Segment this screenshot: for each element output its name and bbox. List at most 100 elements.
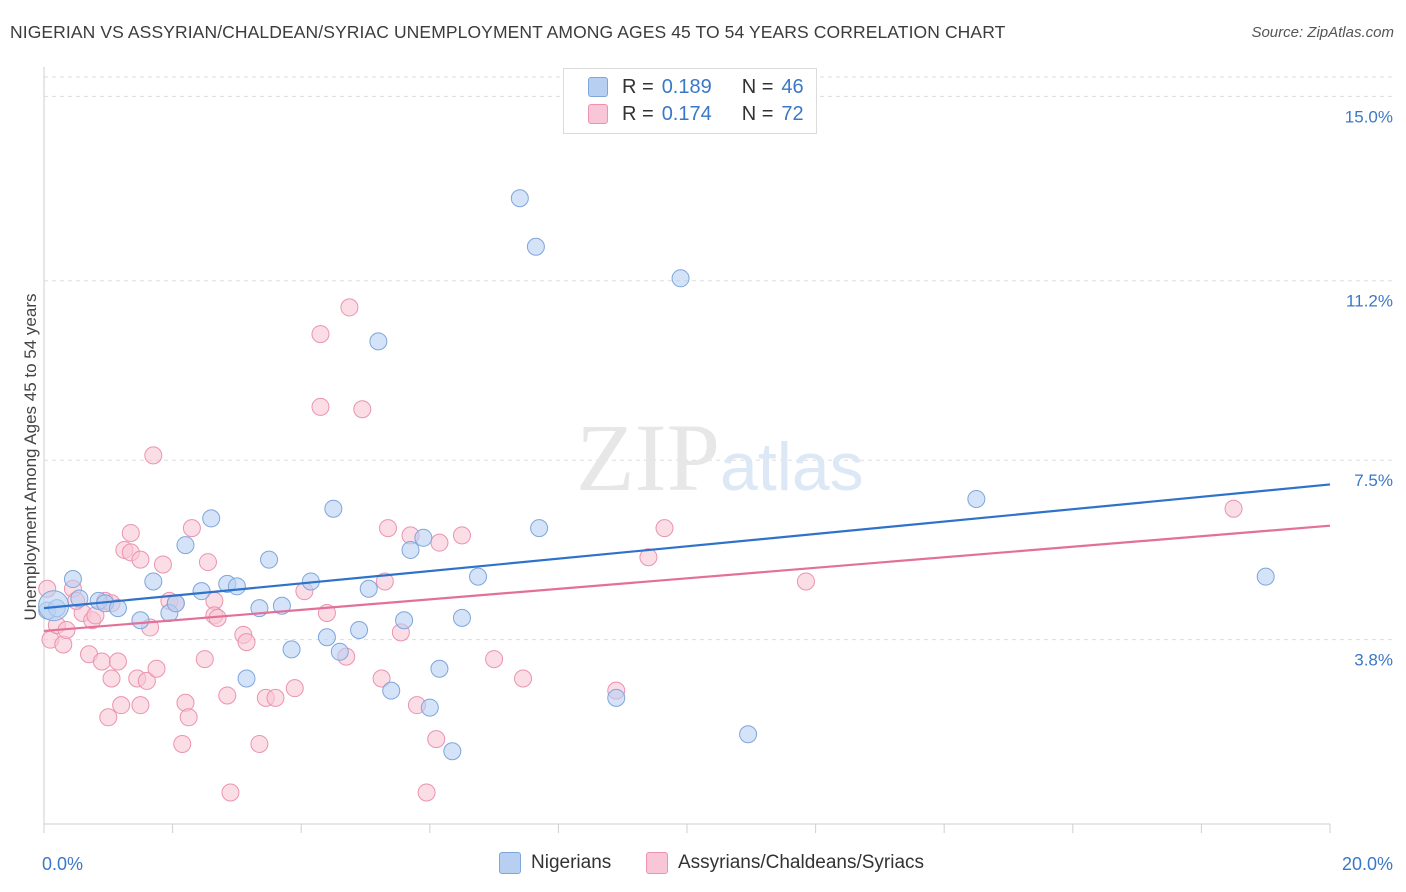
nigerians-trend-line — [43, 483, 1331, 610]
assyrians-point — [144, 446, 163, 465]
legend-swatch-pink — [646, 852, 668, 874]
nigerians-point — [369, 332, 388, 351]
nigerians-point — [510, 189, 529, 208]
legend-r-value: 0.189 — [661, 75, 712, 98]
legend-item-assyrians[interactable]: Assyrians/Chaldeans/Syriacs — [646, 852, 924, 874]
y-tick-label: 11.2% — [1346, 292, 1393, 311]
nigerians-point — [324, 499, 343, 518]
series-nigerians-points — [38, 189, 1275, 761]
nigerians-point — [260, 550, 279, 569]
legend-swatch-blue — [588, 77, 608, 97]
nigerians-point — [359, 579, 378, 598]
chart-title: NIGERIAN VS ASSYRIAN/CHALDEAN/SYRIAC UNE… — [10, 22, 1006, 42]
assyrians-point — [311, 397, 330, 416]
assyrians-point — [353, 400, 372, 419]
watermark-zip: ZIP — [576, 404, 720, 511]
assyrians-point — [655, 519, 674, 538]
legend-swatch-pink — [588, 104, 608, 124]
nigerians-point — [166, 594, 185, 613]
assyrians-point — [372, 669, 391, 688]
y-tick-label: 15.0% — [1345, 107, 1393, 126]
nigerians-point — [395, 611, 414, 630]
assyrians-point — [417, 783, 436, 802]
legend-n-label: N = — [741, 75, 774, 98]
nigerians-point — [526, 237, 545, 256]
nigerians-point — [108, 599, 127, 618]
assyrians-point — [131, 696, 150, 715]
assyrians-point — [485, 650, 504, 669]
assyrians-point — [452, 526, 471, 545]
nigerians-point — [192, 582, 211, 601]
assyrians-point — [427, 730, 446, 749]
nigerians-point — [469, 567, 488, 586]
assyrians-point — [796, 572, 815, 591]
nigerians-point — [430, 659, 449, 678]
assyrians-point — [639, 548, 658, 567]
legend-n-value: 46 — [781, 75, 804, 98]
assyrians-point — [173, 734, 192, 753]
assyrians-point — [237, 633, 256, 652]
nigerians-point — [237, 669, 256, 688]
assyrians-point — [112, 696, 131, 715]
nigerians-point — [739, 725, 758, 744]
assyrians-point — [102, 669, 121, 688]
legend-row-assyrians: R = 0.174 N = 72 — [588, 102, 804, 126]
nigerians-point — [131, 611, 150, 630]
watermark-atlas: atlas — [720, 429, 864, 505]
assyrians-point — [99, 708, 118, 727]
legend-n-label: N = — [741, 102, 774, 125]
nigerians-point — [607, 688, 626, 707]
assyrians-point — [131, 550, 150, 569]
nigerians-point — [1256, 567, 1275, 586]
assyrians-point — [179, 708, 198, 727]
nigerians-point — [530, 519, 549, 538]
y-tick-label: 3.8% — [1354, 651, 1393, 670]
nigerians-point — [70, 589, 89, 608]
nigerians-point — [414, 528, 433, 547]
source-label: Source: ZipAtlas.com — [1251, 24, 1394, 41]
nigerians-point — [272, 596, 291, 615]
assyrians-point — [218, 686, 237, 705]
assyrians-point — [195, 650, 214, 669]
legend-item-nigerians[interactable]: Nigerians — [499, 852, 611, 874]
legend-label-assyrians: Assyrians/Chaldeans/Syriacs — [678, 852, 925, 873]
nigerians-point — [282, 640, 301, 659]
nigerians-point — [202, 509, 221, 528]
legend-r-label: R = — [622, 102, 654, 125]
axes — [43, 67, 1331, 833]
assyrians-point — [340, 298, 359, 317]
trend-lines — [43, 483, 1331, 633]
nigerians-point — [227, 577, 246, 596]
nigerians-point — [401, 540, 420, 559]
assyrians-point — [108, 652, 127, 671]
assyrians-point — [379, 519, 398, 538]
nigerians-point — [317, 628, 336, 647]
assyrians-point — [54, 635, 73, 654]
nigerians-point — [967, 490, 986, 509]
gridlines — [44, 76, 1392, 641]
nigerians-point — [671, 269, 690, 288]
nigerians-point — [350, 620, 369, 639]
nigerians-point — [144, 572, 163, 591]
assyrians-point — [121, 523, 140, 542]
assyrians-point — [430, 533, 449, 552]
assyrians-point — [153, 555, 172, 574]
legend-r-label: R = — [622, 75, 654, 98]
legend-label-nigerians: Nigerians — [531, 852, 612, 873]
assyrians-point — [176, 693, 195, 712]
correlation-legend: R = 0.189 N = 46 R = 0.174 N = 72 — [563, 68, 817, 134]
assyrians-point — [92, 652, 111, 671]
assyrians-point — [514, 669, 533, 688]
y-tick-label: 7.5% — [1354, 471, 1393, 490]
x-tick-label: 20.0% — [1342, 854, 1393, 874]
tick-labels: 3.8% 7.5% 11.2% 15.0% 0.0% 20.0% — [42, 107, 1393, 874]
legend-row-nigerians: R = 0.189 N = 46 — [588, 75, 804, 99]
series-legend: Nigerians Assyrians/Chaldeans/Syriacs — [0, 852, 1406, 878]
assyrians-point — [182, 519, 201, 538]
assyrians-point — [311, 325, 330, 344]
assyrians-point — [250, 734, 269, 753]
nigerians-point — [420, 698, 439, 717]
assyrians-point — [285, 679, 304, 698]
nigerians-point — [176, 536, 195, 555]
